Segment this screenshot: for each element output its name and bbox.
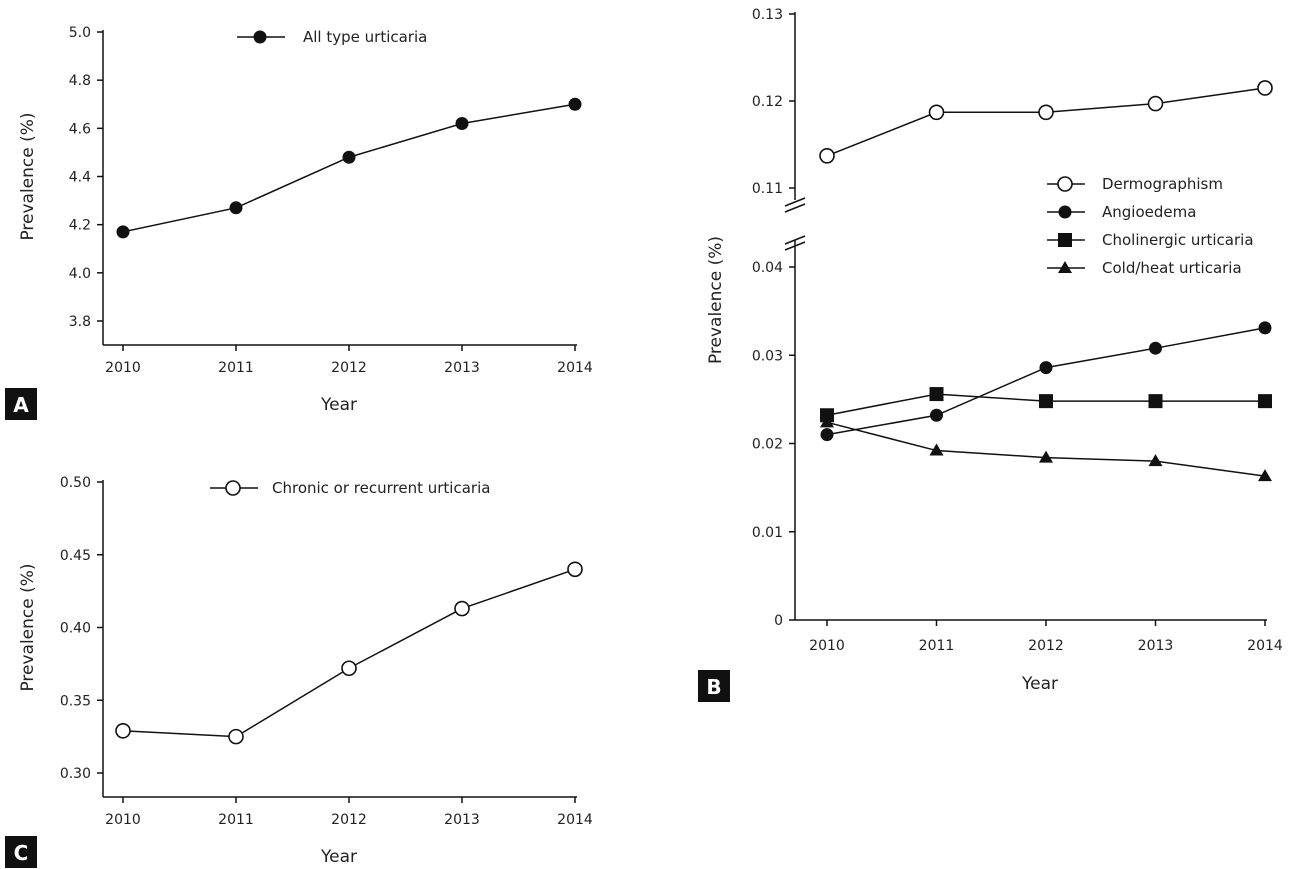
series-line [122,103,576,233]
x-tick-label: 2010 [105,360,141,376]
y-tick-label: 0.45 [60,548,91,564]
legend-marker [253,30,267,44]
series-line [122,568,576,738]
legend-label: All type urticaria [303,28,427,46]
legend-marker [1058,205,1072,219]
data-point [228,728,244,745]
axis-break-mark [784,197,806,213]
y-tick-label: 0.12 [752,94,783,110]
data-point [1038,104,1054,121]
data-point [115,723,131,739]
panel-label: B [706,675,721,699]
y-tick-label: 0.01 [752,525,783,541]
data-point [1148,394,1163,409]
y-tick-label: 0.04 [752,260,783,276]
series-line [826,421,1266,477]
x-tick-label: 2014 [557,360,593,376]
data-point [567,561,583,578]
data-point [1257,80,1273,96]
data-point [1148,454,1163,467]
data-point [342,150,356,164]
legend-marker [1058,233,1072,247]
y-tick-label: 0.50 [60,475,91,491]
x-tick-label: 2012 [1028,638,1064,654]
x-tick-label: 2013 [444,360,480,376]
data-point [929,443,944,456]
panel-label-box [698,670,730,702]
data-point [1258,321,1272,335]
x-tick-label: 2012 [331,360,367,376]
y-axis-title: Prevalence (%) [706,236,726,364]
data-point [455,117,469,131]
x-tick-label: 2012 [331,812,367,828]
y-tick-label: 4.6 [69,121,91,137]
data-point [116,225,130,239]
data-point [1149,341,1162,355]
series-line [826,327,1266,436]
panel-label-box [5,388,37,420]
data-point [1258,469,1272,482]
y-tick-label: 4.2 [69,218,91,234]
legend-marker [1057,176,1073,192]
series-line [826,87,1266,157]
panel-label-box [5,836,37,868]
x-tick-label: 2013 [1138,638,1174,654]
x-axis-title: Year [320,395,357,415]
axis-break-mark [784,235,806,251]
x-tick-label: 2010 [809,638,845,654]
legend-label: Angioedema [1102,203,1196,221]
data-point [568,97,582,111]
data-point [341,660,357,677]
data-point [819,148,835,164]
y-tick-label: 3.8 [69,314,91,330]
data-point [454,600,470,617]
data-point [928,104,945,121]
y-tick-label: 4.8 [69,73,91,89]
y-tick-label: 0.35 [60,693,91,709]
x-tick-label: 2011 [218,360,254,376]
y-tick-label: 0.13 [752,7,783,23]
data-point [820,415,834,428]
data-point [1147,95,1164,112]
legend-label: Chronic or recurrent urticaria [272,479,490,497]
panel-label: C [14,841,29,865]
data-point [929,387,944,402]
y-tick-label: 0.30 [60,766,91,782]
y-tick-label: 4.4 [69,170,91,186]
y-tick-label: 0.40 [60,621,91,637]
data-point [1039,361,1053,375]
x-tick-label: 2011 [919,638,955,654]
data-point [820,428,834,442]
y-tick-label: 4.0 [69,266,91,282]
y-tick-label: 5.0 [69,25,91,41]
x-tick-label: 2011 [218,812,254,828]
legend-label: Dermographism [1102,175,1223,193]
legend-label: Cholinergic urticaria [1102,231,1254,249]
x-tick-label: 2014 [1247,638,1283,654]
x-axis-title: Year [1021,674,1058,694]
panel-label: A [13,393,29,417]
data-point [229,201,243,215]
x-tick-label: 2014 [557,812,593,828]
data-point [1039,450,1053,463]
data-point [930,408,943,422]
data-point [1039,394,1053,409]
data-point [1258,394,1272,409]
y-axis-title: Prevalence (%) [18,563,38,691]
x-tick-label: 2010 [105,812,141,828]
x-axis-title: Year [320,847,357,867]
y-axis-title: Prevalence (%) [18,112,38,240]
legend-marker [1058,261,1072,273]
x-tick-label: 2013 [444,812,480,828]
y-tick-label: 0 [774,613,783,629]
y-tick-label: 0.03 [752,348,783,364]
data-point [820,408,834,423]
y-tick-label: 0.11 [752,181,783,197]
y-tick-label: 0.02 [752,437,783,453]
legend-marker [225,480,241,496]
legend-label: Cold/heat urticaria [1102,259,1242,277]
